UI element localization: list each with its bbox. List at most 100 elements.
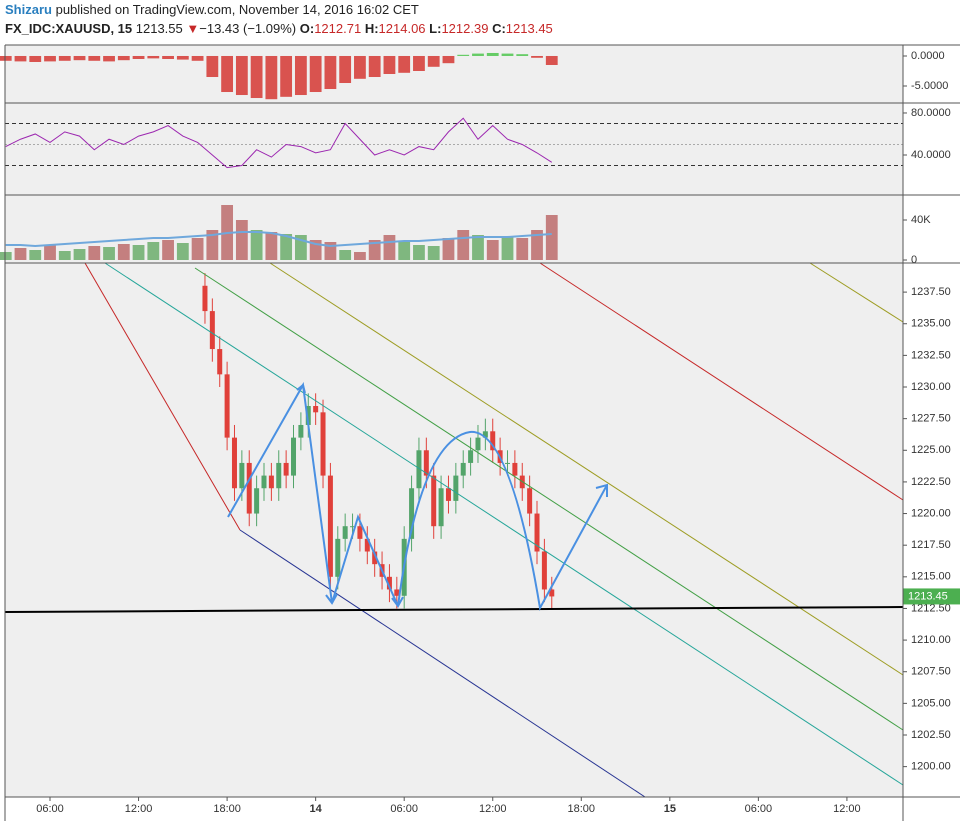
bar xyxy=(117,244,130,260)
bar xyxy=(0,55,12,61)
pitchfork-line xyxy=(269,262,904,676)
bar xyxy=(309,240,322,260)
panes: 1237.50 1235.00 1232.50 1230.00 1227.50 1225.… xyxy=(0,50,960,815)
bar xyxy=(221,55,234,93)
candle-body xyxy=(224,374,230,438)
y-tick-label: 1227.50 xyxy=(911,413,951,425)
bar xyxy=(265,55,278,100)
candle-body xyxy=(283,462,289,476)
last: 1213.55 xyxy=(136,21,183,36)
bar xyxy=(309,55,322,93)
low-label: L: xyxy=(429,21,441,36)
bar xyxy=(73,249,86,260)
candle-body xyxy=(342,526,348,539)
bar xyxy=(88,55,101,61)
line xyxy=(5,117,553,169)
bar xyxy=(545,215,558,260)
y-tick-label: 1215.00 xyxy=(911,571,951,583)
candle-body xyxy=(327,475,333,577)
candle-body xyxy=(231,437,237,489)
bar xyxy=(413,55,425,71)
bar xyxy=(132,245,145,260)
y-tick-label: 1210.00 xyxy=(911,634,951,646)
candle-body xyxy=(268,475,274,489)
bar xyxy=(44,245,56,260)
candle-body xyxy=(320,412,326,476)
bar xyxy=(58,251,71,260)
bar xyxy=(501,53,514,56)
bar xyxy=(265,232,278,260)
candle-body xyxy=(335,538,341,577)
x-tick-label: 15 xyxy=(664,803,676,815)
bar xyxy=(294,55,307,96)
y-tick-label: 1235.00 xyxy=(911,318,951,330)
bar xyxy=(413,245,425,260)
y-tick-label: 1207.50 xyxy=(911,666,951,678)
bar xyxy=(103,55,115,62)
bar xyxy=(501,236,514,260)
bar xyxy=(368,55,381,78)
bar xyxy=(58,55,71,61)
projection-arrow xyxy=(397,430,608,612)
bar xyxy=(250,230,263,260)
bar xyxy=(354,55,366,79)
y-tick-label: 1212.50 xyxy=(911,602,951,614)
bar xyxy=(162,240,174,260)
last-price-tag xyxy=(903,588,960,605)
close-label: C: xyxy=(492,21,506,36)
y-tick-label: 1222.50 xyxy=(911,476,951,488)
candle-body xyxy=(239,462,245,489)
candle-body xyxy=(527,488,533,514)
y-tick-label: -5.0000 xyxy=(911,80,948,92)
bar xyxy=(132,55,145,59)
y-tick-label: 0 xyxy=(911,254,917,266)
y-tick-label: 1237.50 xyxy=(911,286,951,298)
bar xyxy=(354,252,366,260)
bar xyxy=(14,55,27,62)
y-tick-label: 40K xyxy=(911,214,931,226)
bar xyxy=(531,55,543,58)
y-tick-label: 1225.00 xyxy=(911,444,951,456)
candle-body xyxy=(313,405,319,413)
bar xyxy=(29,55,42,62)
y-tick-label: 1202.50 xyxy=(911,729,951,741)
change: −13.43 (−1.09%) xyxy=(199,21,296,36)
candle-body xyxy=(534,513,540,552)
open-label: O: xyxy=(300,21,314,36)
arrow: ▼ xyxy=(186,21,199,36)
pitchfork-line xyxy=(239,529,646,798)
x-tick-label: 14 xyxy=(310,803,323,815)
y-tick-label: 0.0000 xyxy=(911,50,945,62)
x-tick-label: 18:00 xyxy=(568,803,596,815)
candle-body xyxy=(246,462,252,514)
bar xyxy=(457,54,470,56)
bar xyxy=(162,55,174,59)
candle-body xyxy=(261,475,267,489)
pitchfork-line xyxy=(809,262,904,323)
y-tick-label: 1200.00 xyxy=(911,761,951,773)
candle-body xyxy=(416,450,422,489)
arrow-head xyxy=(595,483,608,497)
x-tick-label: 06:00 xyxy=(390,803,418,815)
candle-body xyxy=(482,431,488,438)
frame xyxy=(4,44,960,821)
bar xyxy=(103,247,115,260)
bar xyxy=(73,55,86,61)
y-tick-label: 1220.00 xyxy=(911,507,951,519)
candle-body xyxy=(291,437,297,476)
bar xyxy=(457,230,470,260)
bar xyxy=(531,230,543,260)
candle-body xyxy=(409,488,415,539)
bar xyxy=(545,55,558,65)
bar xyxy=(442,55,455,64)
bar xyxy=(250,55,263,99)
symbol-line: FX_IDC:XAUUSD, 15 1213.55 ▼−13.43 (−1.09… xyxy=(5,21,553,36)
bar xyxy=(0,252,12,260)
y-tick-label: 1230.00 xyxy=(911,381,951,393)
candle-body xyxy=(209,311,215,350)
candle-body xyxy=(490,431,496,451)
bar xyxy=(486,52,499,56)
bar xyxy=(324,242,337,260)
candle-body xyxy=(305,405,311,425)
